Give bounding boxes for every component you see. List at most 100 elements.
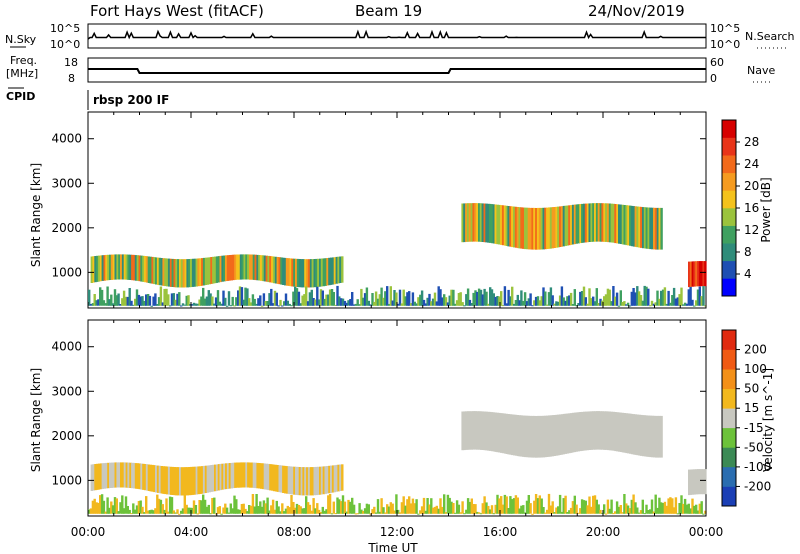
echo-cell [333,465,337,493]
echo-cell [284,257,287,286]
echo-cell [658,298,661,306]
echo-cell [275,500,278,514]
echo-cell [243,254,246,280]
echo-cell [457,293,461,306]
echo-cell [298,259,302,288]
echo-cell [301,295,304,306]
echo-cell [199,466,202,494]
echo-cell [468,411,472,450]
echo-cell [476,511,479,514]
echo-cell [640,206,643,248]
echo-cell [430,498,433,514]
echo-cell [356,299,359,306]
echo-cell [173,259,176,288]
echo-cell [224,503,227,514]
echo-cell [511,499,514,514]
echo-cell [634,206,637,247]
nsearch-tick-bottom: 10^0 [710,38,740,51]
echo-cell [312,298,315,306]
echo-cell [291,258,294,287]
echo-cell [656,290,659,306]
colorbar-segment [722,349,736,370]
echo-cell [219,463,222,491]
echo-cell [354,513,358,515]
echo-cell [494,412,497,452]
echo-cell [240,287,244,306]
colorbar-frame [721,329,737,507]
echo-cell [494,296,497,306]
echo-cell [536,207,540,250]
echo-cell [160,258,163,286]
echo-cell [95,502,98,514]
echo-cell [176,509,179,514]
echo-cell [546,304,549,306]
echo-cell [111,303,115,306]
echo-cell [203,499,207,514]
colorbar-segment [722,427,736,448]
echo-cell [422,497,426,514]
echo-cell [702,469,705,495]
echo-cell [141,506,144,514]
echo-cell [307,259,311,288]
echo-cell [417,297,420,306]
echo-cell [271,303,275,306]
echo-cell [345,511,348,514]
echo-cell [617,506,621,514]
echo-cell [215,464,219,491]
echo-cell [437,286,440,306]
echo-cell [311,467,314,496]
echo-cell [295,503,299,514]
echo-cell [152,510,155,514]
echo-cell [106,286,109,306]
echo-cell [588,411,591,450]
echo-cell [496,296,499,306]
echo-cell [278,257,281,285]
echo-cell [647,288,650,306]
echo-cell [518,207,521,249]
echo-cell [629,205,632,246]
echo-cell [452,503,455,514]
echo-cell [220,303,223,306]
echo-cell [621,302,624,306]
echo-cell [277,305,280,307]
xtick-label: 16:00 [483,525,518,539]
echo-cell [360,509,363,514]
echo-cell [301,508,304,514]
echo-cell [693,469,696,495]
echo-cell [336,285,339,306]
echo-cell [468,203,472,242]
echo-cell [252,462,256,488]
echo-cell [243,462,246,488]
echo-cell [99,255,103,282]
echo-cell [619,290,622,306]
echo-cell [330,257,333,285]
echo-cell [661,503,665,514]
echo-cell [608,203,612,243]
echo-cell [595,288,598,306]
echo-cell [570,205,573,245]
echo-cell [395,494,398,514]
echo-cell [472,292,475,306]
echo-cell [246,288,249,306]
echo-cell [351,497,354,514]
echo-cell [192,302,196,306]
echo-cell [245,254,248,280]
echo-cell [448,295,451,306]
echo-cell [111,505,115,514]
echo-cell [498,412,501,453]
echo-cell [520,290,523,306]
echo-cell [704,469,707,495]
echo-cell [619,505,622,514]
echo-cell [522,300,525,306]
echo-cell [334,513,337,515]
echo-cell [149,256,152,284]
echo-cell [623,205,626,245]
echo-cell [446,302,450,306]
echo-cell [220,513,223,515]
echo-cell [516,415,520,457]
colorbar-segment [722,408,736,429]
echo-cell [205,506,209,514]
echo-cell [540,296,543,306]
colorbar-tick-label: 12 [744,223,759,237]
echo-cell [118,254,121,280]
